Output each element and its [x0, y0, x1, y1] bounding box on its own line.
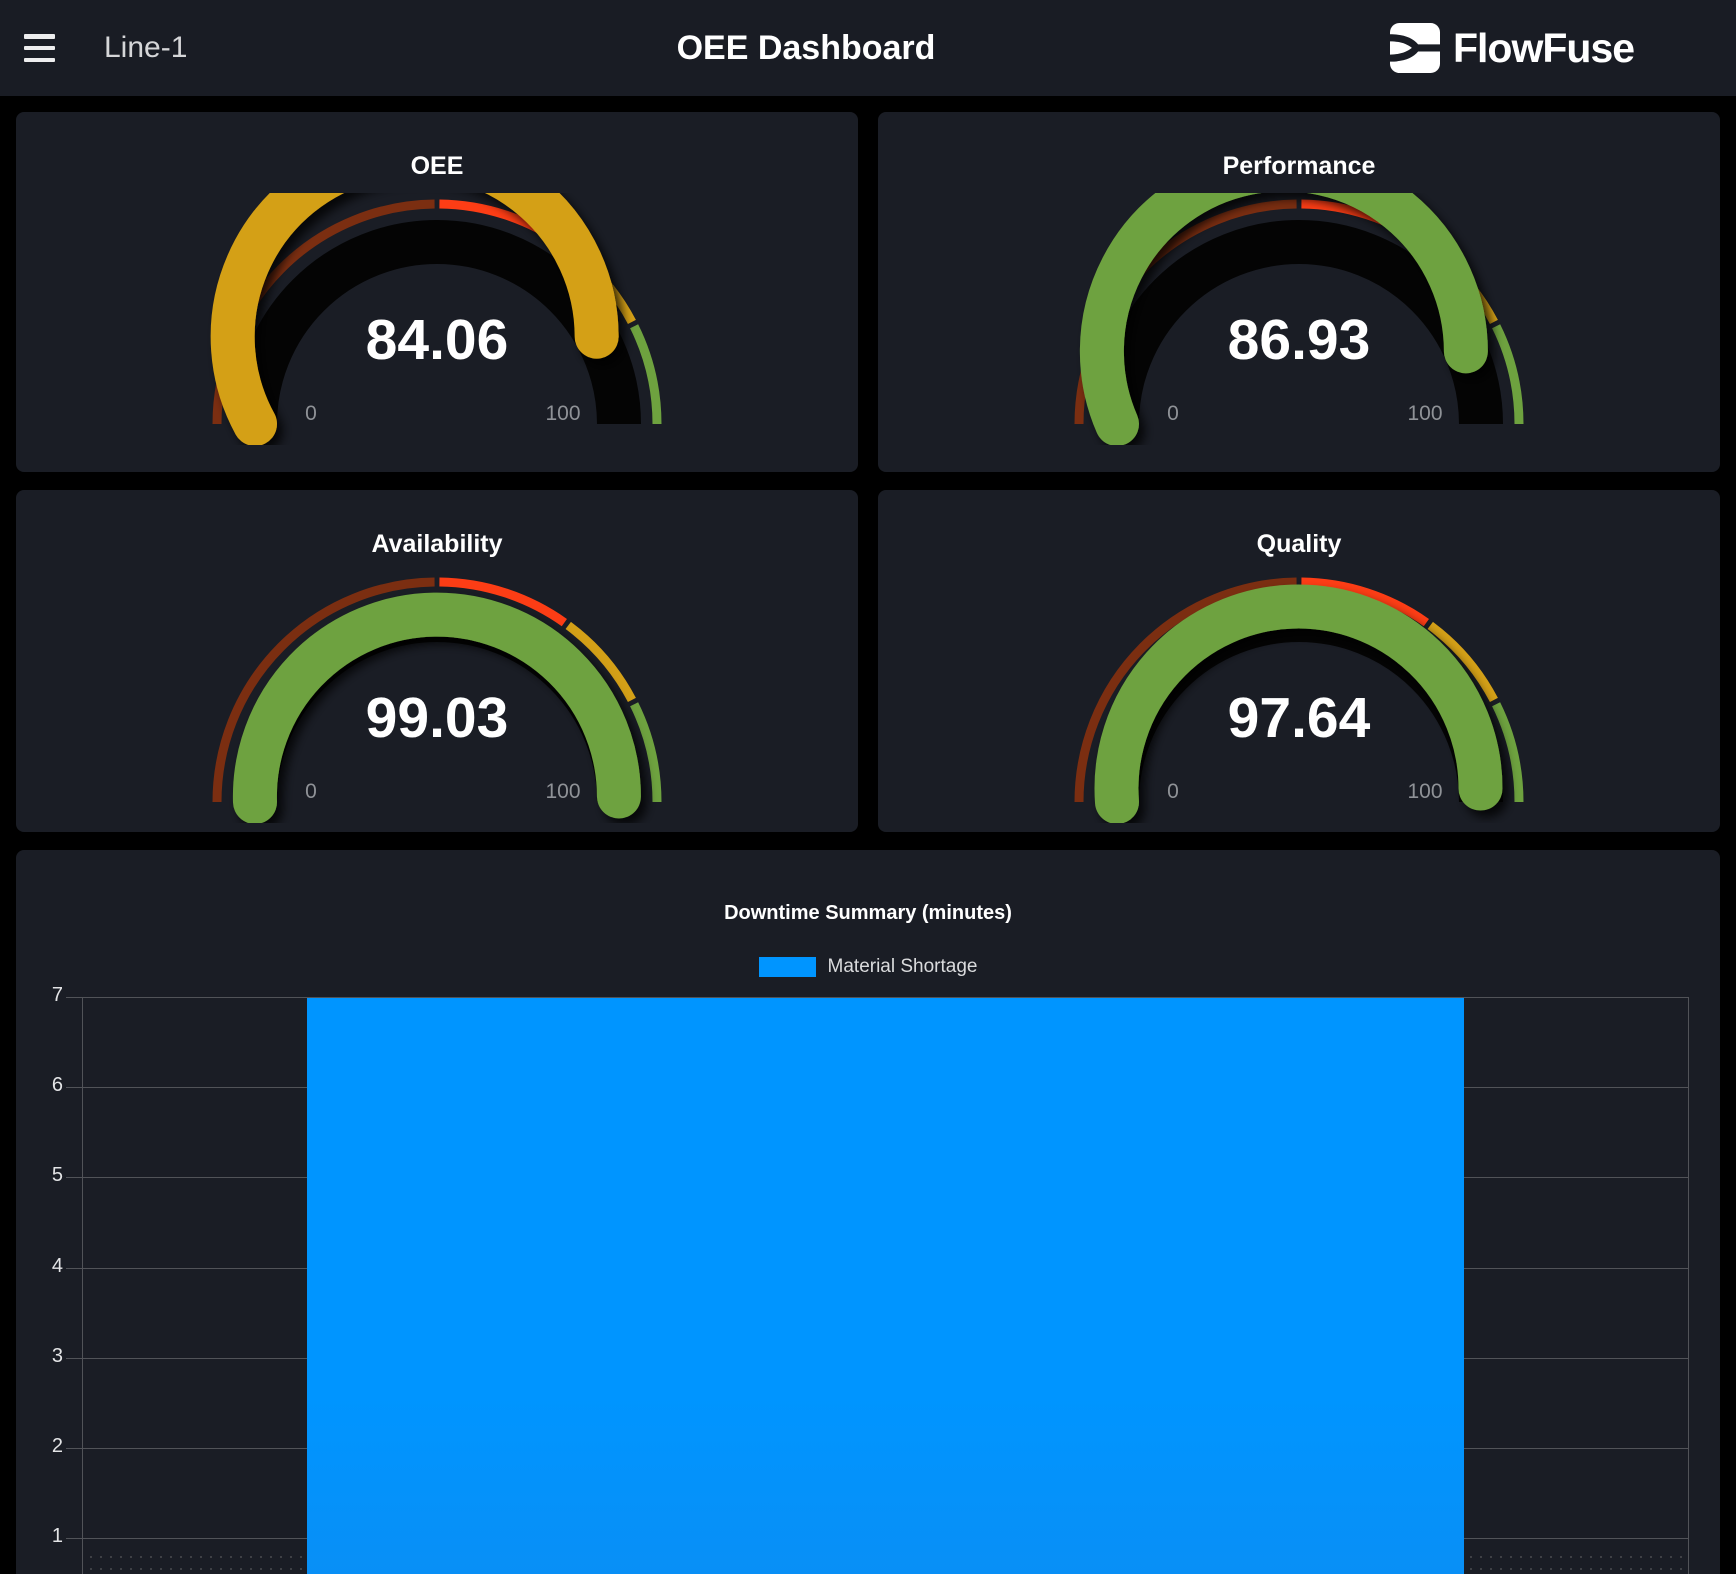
gauge-quality: 0 100 97.64 — [1069, 571, 1529, 828]
gauge-title: Availability — [371, 530, 503, 558]
gauge-title: Performance — [1222, 152, 1376, 180]
gauge-min-label: 0 — [305, 780, 317, 803]
flowfuse-icon — [1390, 23, 1440, 73]
gauge-segment — [212, 577, 435, 803]
gauge-segment — [1492, 702, 1524, 803]
gauge-arc: 0 100 97.64 — [1074, 577, 1524, 824]
gauge-value: 86.93 — [1228, 308, 1371, 372]
gauge-segment — [439, 577, 567, 627]
chart-legend-item[interactable]: Material Shortage — [16, 956, 1720, 978]
gauge-value: 97.64 — [1228, 686, 1371, 750]
gauge-arc: 0 100 84.06 — [210, 132, 662, 446]
chart-title: Downtime Summary (minutes) — [724, 902, 1012, 924]
gridline — [66, 997, 1688, 998]
gauge-grid: OEE 0 100 84.06 Performance 0 100 86.93 — [16, 112, 1720, 832]
gauge-title: OEE — [410, 152, 464, 180]
page-name: Line-1 — [104, 31, 188, 64]
gauge-segment — [1492, 324, 1524, 425]
gauge-oee: 0 100 84.06 — [207, 132, 667, 450]
gauge-availability: 0 100 99.03 — [207, 571, 667, 828]
gauge-card-oee: OEE 0 100 84.06 — [16, 112, 858, 472]
gauge-min-label: 0 — [1167, 402, 1179, 425]
gauge-arc: 0 100 86.93 — [1074, 147, 1524, 446]
plot-area: 7 6 5 4 3 2 1 — [16, 850, 1720, 1574]
gauge-min-label: 0 — [305, 402, 317, 425]
menu-button[interactable] — [24, 34, 58, 62]
gauge-segment — [1427, 621, 1498, 703]
y-axis-tick-label: 5 — [51, 1164, 63, 1187]
page-title: OEE Dashboard — [676, 28, 936, 67]
gauge-max-label: 100 — [545, 780, 580, 803]
gauge-value-arc — [232, 592, 641, 824]
y-axis-tick-label: 7 — [51, 984, 63, 1006]
y-axis-tick-label: 2 — [51, 1434, 63, 1457]
brand-logo: FlowFuse — [1390, 0, 1635, 96]
hamburger-icon — [24, 34, 55, 39]
gauge-max-label: 100 — [1407, 402, 1442, 425]
y-axis-tick-label: 1 — [51, 1525, 63, 1547]
bar-material-shortage — [307, 998, 1464, 1574]
gauge-segment — [1074, 577, 1297, 803]
gauge-performance: 0 100 86.93 — [1069, 147, 1529, 450]
gauge-segment — [630, 324, 662, 425]
gauge-title: Quality — [1256, 530, 1342, 558]
gauge-card-performance: Performance 0 100 86.93 — [878, 112, 1720, 472]
flowfuse-wordmark: FlowFuse — [1453, 24, 1635, 71]
gauge-value-arc — [1094, 584, 1503, 824]
plot-right-border — [1688, 997, 1689, 1574]
gauge-max-label: 100 — [1407, 780, 1442, 803]
gauge-segment — [1301, 577, 1429, 627]
gauge-card-availability: Availability 0 100 99.03 — [16, 490, 858, 832]
gauge-card-quality: Quality 0 100 97.64 — [878, 490, 1720, 832]
gauge-segment — [630, 702, 662, 803]
y-axis-tick-label: 4 — [51, 1254, 63, 1277]
gauge-max-label: 100 — [545, 402, 580, 425]
top-app-bar: Line-1 OEE Dashboard FlowFuse — [0, 0, 1736, 96]
gauge-value: 99.03 — [366, 686, 509, 750]
dashboard-content: OEE 0 100 84.06 Performance 0 100 86.93 — [0, 96, 1736, 1574]
gauge-arc: 0 100 99.03 — [212, 577, 662, 824]
legend-swatch — [758, 957, 816, 977]
y-axis-tick-label: 3 — [51, 1344, 63, 1367]
gauge-value: 84.06 — [366, 308, 509, 372]
gauge-min-label: 0 — [1167, 780, 1179, 803]
y-axis-line — [82, 997, 83, 1574]
gauge-segment — [565, 621, 636, 703]
legend-label: Material Shortage — [827, 956, 978, 977]
y-axis-tick-label: 6 — [51, 1074, 63, 1097]
downtime-chart-card: Downtime Summary (minutes) Material Shor… — [16, 850, 1720, 1574]
